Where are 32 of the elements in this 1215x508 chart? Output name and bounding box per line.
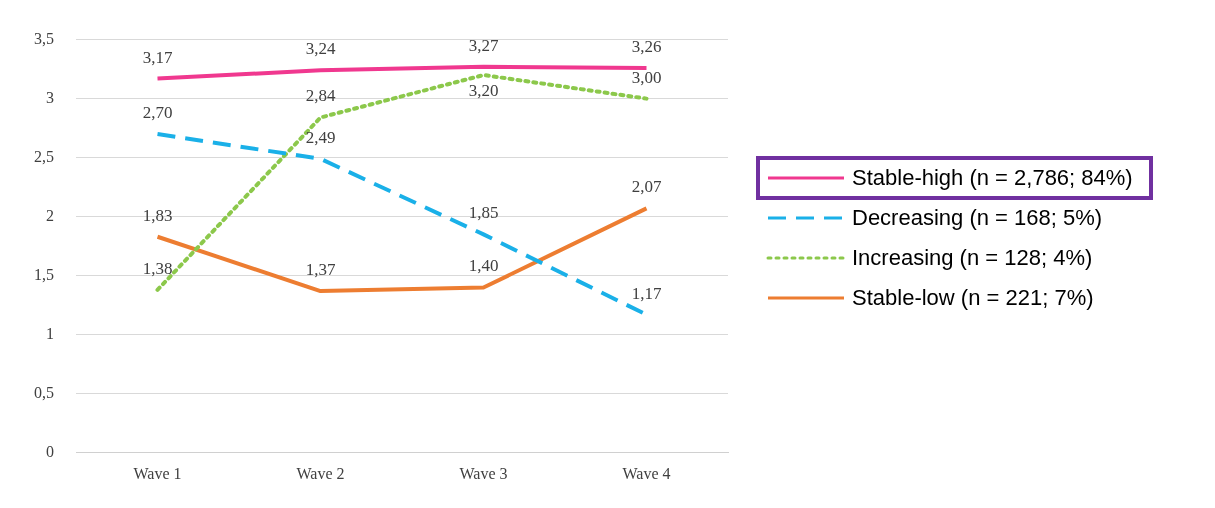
data-label: 2,84 [305,86,336,106]
x-tick-label: Wave 2 [296,464,345,482]
y-tick-label: 2 [46,206,54,224]
data-label: 1,38 [142,258,173,278]
data-label: 1,83 [142,205,173,225]
data-label: 3,26 [631,36,662,56]
data-label: 3,20 [468,80,499,100]
y-tick-label: 2,5 [34,147,54,165]
x-tick-label: Wave 4 [622,464,671,482]
data-label: 1,85 [468,203,499,223]
legend-label: Stable-high (n = 2,786; 84%) [852,165,1133,191]
y-tick-label: 1 [46,324,54,342]
legend-label: Increasing (n = 128; 4%) [852,245,1093,271]
x-tick-label: Wave 3 [459,464,508,482]
data-label: 2,49 [305,127,336,147]
legend-label: Decreasing (n = 168; 5%) [852,205,1103,231]
legend-label: Stable-low (n = 221; 7%) [852,285,1094,311]
y-tick-label: 0,5 [34,383,54,401]
data-label: 1,17 [631,283,662,303]
y-tick-label: 3,5 [34,29,54,47]
y-tick-label: 0 [46,443,54,460]
data-label: 1,37 [305,260,336,280]
data-label: 2,07 [631,177,662,197]
y-tick-label: 1,5 [34,265,54,283]
data-label: 3,17 [142,47,173,67]
data-label: 2,70 [142,103,173,123]
data-label: 3,27 [468,35,499,55]
data-label: 3,24 [305,39,336,59]
y-tick-label: 3 [46,88,54,106]
data-label: 1,40 [468,256,499,276]
x-tick-label: Wave 1 [133,464,182,482]
data-label: 3,00 [631,67,662,87]
